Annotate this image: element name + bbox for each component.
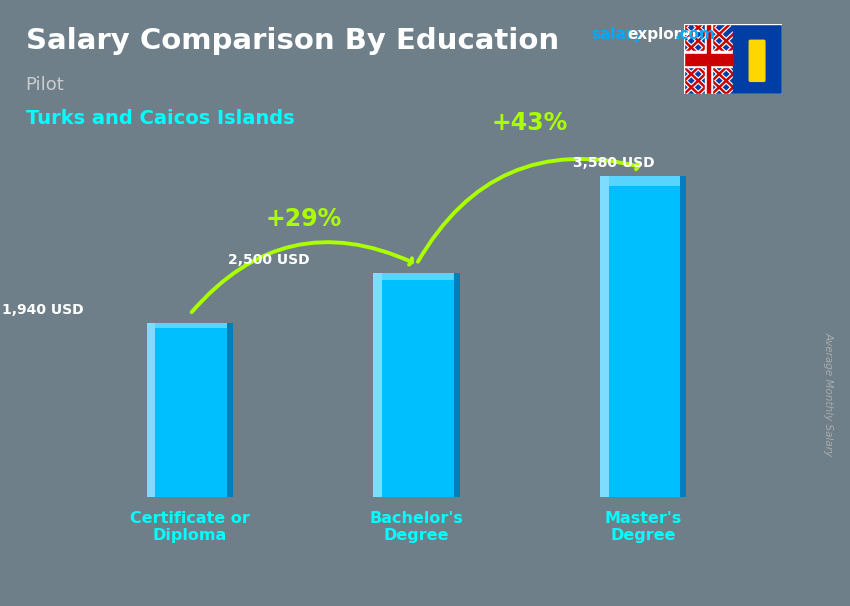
Text: 1,940 USD: 1,940 USD [2,303,83,317]
Bar [680,176,686,497]
Bar [373,273,382,497]
Bar [706,24,712,94]
Text: Pilot: Pilot [26,76,65,94]
Bar [733,24,782,94]
Text: +43%: +43% [491,111,568,135]
Text: .com: .com [674,27,715,42]
FancyBboxPatch shape [749,40,765,81]
Bar [382,273,454,280]
Bar [156,323,227,328]
Bar [373,273,460,497]
Text: +29%: +29% [265,207,342,231]
Text: salary: salary [591,27,643,42]
Text: 3,580 USD: 3,580 USD [573,156,655,170]
Bar [600,176,609,497]
Bar [684,53,733,65]
Text: Turks and Caicos Islands: Turks and Caicos Islands [26,109,294,128]
Bar [454,273,460,497]
Text: explorer: explorer [627,27,700,42]
Text: Salary Comparison By Education: Salary Comparison By Education [26,27,558,55]
Bar [147,323,156,497]
Bar [684,51,733,67]
Bar [600,176,686,497]
Text: Average Monthly Salary: Average Monthly Salary [824,332,834,456]
Text: 2,500 USD: 2,500 USD [229,253,310,267]
Bar [707,24,710,94]
Bar [609,176,680,186]
Bar [227,323,233,497]
Bar [147,323,233,497]
